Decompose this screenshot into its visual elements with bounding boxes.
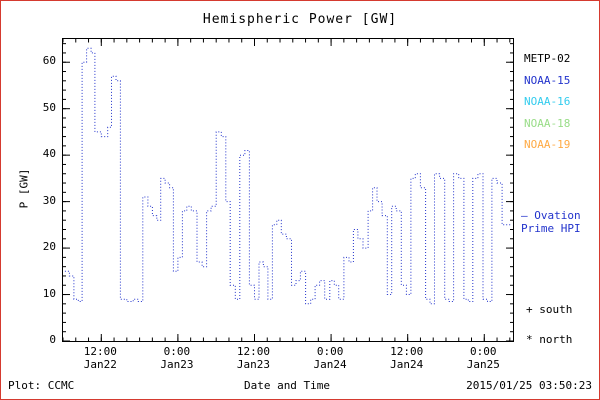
legend-item-noaa16: NOAA-16: [524, 95, 571, 108]
chart-title: Hemispheric Power [GW]: [202, 12, 398, 27]
x-tick-time: 12:00: [390, 345, 424, 358]
legend-item-noaa18: NOAA-18: [524, 116, 571, 130]
x-tick-label: 0:00 Jan24: [314, 345, 347, 371]
x-tick-label: 12:00 Jan22: [84, 345, 117, 371]
y-tick-label: 30: [42, 193, 56, 207]
y-tick-label: 40: [42, 147, 56, 161]
y-tick-label: 20: [42, 240, 56, 254]
timestamp: 2015/01/25 03:50:23: [466, 379, 592, 392]
x-tick-label: 12:00 Jan23: [237, 345, 270, 371]
legend-item-metp02: METP-02: [524, 52, 571, 65]
x-tick-label: 0:00 Jan23: [160, 345, 193, 371]
x-tick-date: Jan25: [466, 358, 500, 371]
south-marker-label: + south: [526, 303, 573, 316]
y-tick-label: 50: [42, 100, 56, 114]
legend-item-noaa15: NOAA-15: [524, 73, 571, 87]
ovation-line-1: — Ovation: [521, 209, 581, 222]
y-tick-label: 10: [42, 286, 56, 300]
y-tick-label: 0: [49, 333, 56, 346]
x-tick-label: 12:00 Jan24: [390, 345, 423, 371]
x-tick-time: 0:00: [316, 345, 344, 358]
legend-item-noaa19: NOAA-19: [524, 138, 571, 151]
x-tick-time: 0:00: [470, 345, 497, 358]
x-tick-date: Jan23: [160, 358, 194, 371]
x-tick-time: 12:00: [236, 345, 271, 358]
ovation-prime-hpi-label: — Ovation Prime HPI: [521, 209, 581, 235]
x-tick-date: Jan24: [390, 358, 424, 371]
x-tick-time: 0:00: [163, 345, 191, 358]
plot-credit: Plot: CCMC: [8, 379, 75, 392]
plot-area: [62, 38, 514, 342]
x-tick-date: Jan24: [313, 358, 347, 371]
north-marker-label: * north: [526, 333, 573, 346]
x-tick-time: 12:00: [83, 345, 117, 358]
x-tick-date: Jan22: [83, 358, 117, 371]
data-line-svg: [63, 39, 513, 341]
y-tick-label: 60: [42, 54, 56, 68]
x-axis-label: Date and Time: [243, 379, 331, 392]
ovation-line-2: Prime HPI: [521, 222, 581, 235]
x-tick-label: 0:00 Jan25: [467, 345, 500, 371]
x-tick-date: Jan23: [236, 358, 271, 371]
legend: METP-02 NOAA-15 NOAA-16 NOAA-18 NOAA-19: [524, 48, 570, 156]
